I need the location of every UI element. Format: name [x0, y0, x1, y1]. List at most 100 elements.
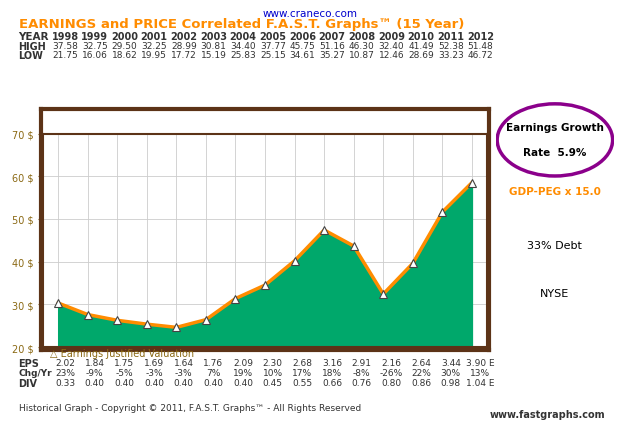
- Text: 2.30: 2.30: [263, 358, 283, 367]
- Text: 17.72: 17.72: [171, 51, 197, 60]
- Text: 41.49: 41.49: [409, 42, 434, 51]
- Text: 46.30: 46.30: [349, 42, 374, 51]
- Text: 0.76: 0.76: [352, 378, 372, 387]
- Text: -3%: -3%: [175, 368, 193, 377]
- Text: 2005: 2005: [259, 32, 286, 42]
- Text: 18%: 18%: [322, 368, 342, 377]
- Text: 45.75: 45.75: [290, 42, 316, 51]
- Text: NYSE: NYSE: [540, 288, 570, 298]
- Text: 37.58: 37.58: [52, 42, 78, 51]
- Text: EARNINGS and PRICE Correlated F.A.S.T. Graphs™ (15 Year): EARNINGS and PRICE Correlated F.A.S.T. G…: [19, 18, 464, 31]
- Text: 17%: 17%: [293, 368, 312, 377]
- Text: 21.75: 21.75: [52, 51, 78, 60]
- Text: 0.40: 0.40: [174, 378, 194, 387]
- Text: 1998: 1998: [51, 32, 79, 42]
- Text: 22%: 22%: [411, 368, 431, 377]
- Text: 2.16: 2.16: [381, 358, 402, 367]
- Text: 10%: 10%: [263, 368, 283, 377]
- Text: 0.80: 0.80: [381, 378, 402, 387]
- Text: 10.87: 10.87: [349, 51, 374, 60]
- Text: 0.33: 0.33: [55, 378, 75, 387]
- Text: △ Earnings Justified Valuation: △ Earnings Justified Valuation: [50, 348, 193, 358]
- Text: GDP-PEG x 15.0: GDP-PEG x 15.0: [509, 187, 601, 197]
- Text: 1.84: 1.84: [85, 358, 105, 367]
- Text: 52.38: 52.38: [438, 42, 464, 51]
- Text: DIV: DIV: [19, 378, 38, 388]
- Text: 25.15: 25.15: [260, 51, 286, 60]
- Text: 34.61: 34.61: [290, 51, 316, 60]
- Text: www.craneco.com: www.craneco.com: [262, 9, 358, 19]
- Text: 1.76: 1.76: [203, 358, 224, 367]
- Text: 51.16: 51.16: [319, 42, 345, 51]
- Text: 2.02: 2.02: [55, 358, 75, 367]
- Text: 12.46: 12.46: [379, 51, 404, 60]
- Text: -26%: -26%: [380, 368, 403, 377]
- Text: -5%: -5%: [116, 368, 133, 377]
- Text: 37.77: 37.77: [260, 42, 286, 51]
- Text: Rate  5.9%: Rate 5.9%: [523, 147, 587, 157]
- Text: 15.19: 15.19: [200, 51, 226, 60]
- Text: 13%: 13%: [471, 368, 490, 377]
- Text: 19%: 19%: [233, 368, 253, 377]
- Text: www.fastgraphs.com: www.fastgraphs.com: [489, 409, 605, 419]
- Text: 2000: 2000: [111, 32, 138, 42]
- Text: 30.81: 30.81: [200, 42, 226, 51]
- Text: -9%: -9%: [86, 368, 104, 377]
- Text: 1.69: 1.69: [144, 358, 164, 367]
- Text: 2004: 2004: [229, 32, 257, 42]
- Text: 34.40: 34.40: [230, 42, 256, 51]
- Text: 0.98: 0.98: [441, 378, 461, 387]
- Text: 32.25: 32.25: [141, 42, 167, 51]
- Text: 16.06: 16.06: [82, 51, 108, 60]
- Text: 0.40: 0.40: [144, 378, 164, 387]
- Text: LOW: LOW: [19, 51, 43, 60]
- Text: YEAR: YEAR: [19, 32, 49, 42]
- Text: 46.72: 46.72: [467, 51, 494, 60]
- Text: 30%: 30%: [441, 368, 461, 377]
- Text: 3.90 E: 3.90 E: [466, 358, 495, 367]
- Text: HIGH: HIGH: [19, 42, 46, 52]
- Text: Historical Graph - Copyright © 2011, F.A.S.T. Graphs™ - All Rights Reserved: Historical Graph - Copyright © 2011, F.A…: [19, 403, 361, 412]
- Text: 3.44: 3.44: [441, 358, 461, 367]
- Text: 2008: 2008: [348, 32, 375, 42]
- Text: 25.83: 25.83: [230, 51, 256, 60]
- Text: EPS: EPS: [19, 358, 40, 368]
- Text: 51.48: 51.48: [467, 42, 494, 51]
- Text: 0.40: 0.40: [115, 378, 135, 387]
- Text: 2.64: 2.64: [411, 358, 431, 367]
- Text: 0.55: 0.55: [293, 378, 312, 387]
- Text: 0.40: 0.40: [85, 378, 105, 387]
- Text: 0.45: 0.45: [263, 378, 283, 387]
- Text: 2003: 2003: [200, 32, 227, 42]
- Text: 2011: 2011: [437, 32, 464, 42]
- Text: 19.95: 19.95: [141, 51, 167, 60]
- Text: 1999: 1999: [81, 32, 108, 42]
- Text: 2010: 2010: [408, 32, 435, 42]
- Text: Earnings Growth: Earnings Growth: [506, 123, 604, 133]
- Text: 2001: 2001: [141, 32, 167, 42]
- Text: 18.62: 18.62: [112, 51, 137, 60]
- Text: 1.75: 1.75: [114, 358, 135, 367]
- Text: 32.75: 32.75: [82, 42, 108, 51]
- Text: 33% Debt: 33% Debt: [528, 241, 582, 251]
- Text: 2012: 2012: [467, 32, 494, 42]
- Text: -8%: -8%: [353, 368, 371, 377]
- Text: 32.40: 32.40: [379, 42, 404, 51]
- Text: 28.69: 28.69: [409, 51, 434, 60]
- Text: 2009: 2009: [378, 32, 405, 42]
- Text: 35.27: 35.27: [319, 51, 345, 60]
- Text: 2002: 2002: [170, 32, 197, 42]
- Text: 2.68: 2.68: [293, 358, 312, 367]
- Text: CRANE CO(CR): CRANE CO(CR): [187, 113, 343, 131]
- Text: 2.91: 2.91: [352, 358, 372, 367]
- Text: 0.86: 0.86: [411, 378, 432, 387]
- Text: 2006: 2006: [289, 32, 316, 42]
- Text: 3.16: 3.16: [322, 358, 342, 367]
- Text: 1.64: 1.64: [174, 358, 194, 367]
- Text: 7%: 7%: [206, 368, 221, 377]
- Text: 28.99: 28.99: [171, 42, 197, 51]
- Text: 0.40: 0.40: [233, 378, 253, 387]
- Text: 23%: 23%: [55, 368, 75, 377]
- Text: 2.09: 2.09: [233, 358, 253, 367]
- Text: 0.40: 0.40: [203, 378, 223, 387]
